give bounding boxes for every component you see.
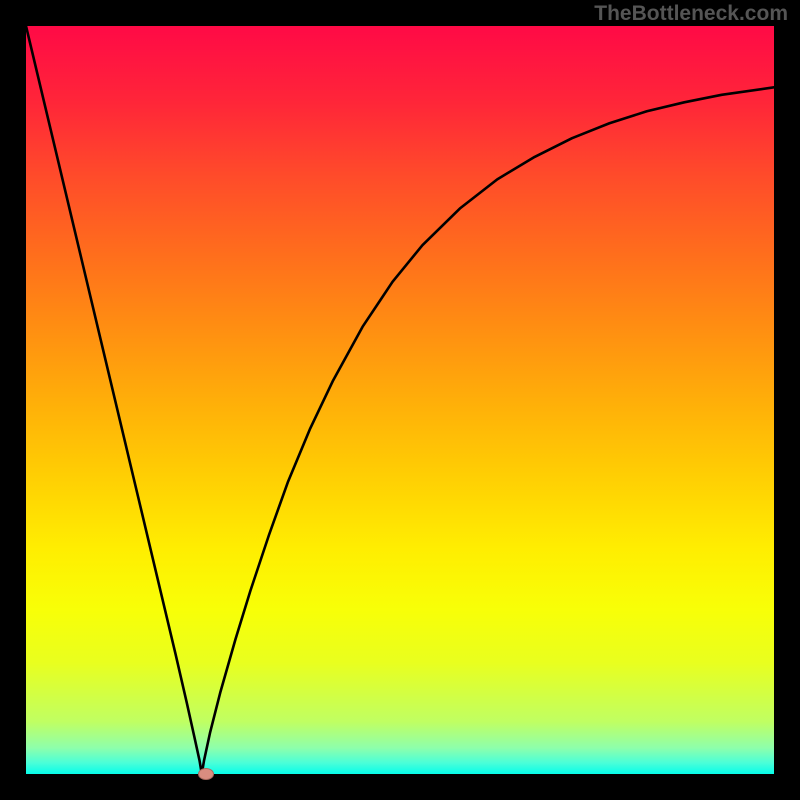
plot-area [26, 26, 774, 774]
bottleneck-curve-layer [26, 26, 774, 774]
watermark-text: TheBottleneck.com [594, 2, 788, 26]
minimum-marker [198, 768, 214, 780]
bottleneck-curve [26, 26, 774, 774]
